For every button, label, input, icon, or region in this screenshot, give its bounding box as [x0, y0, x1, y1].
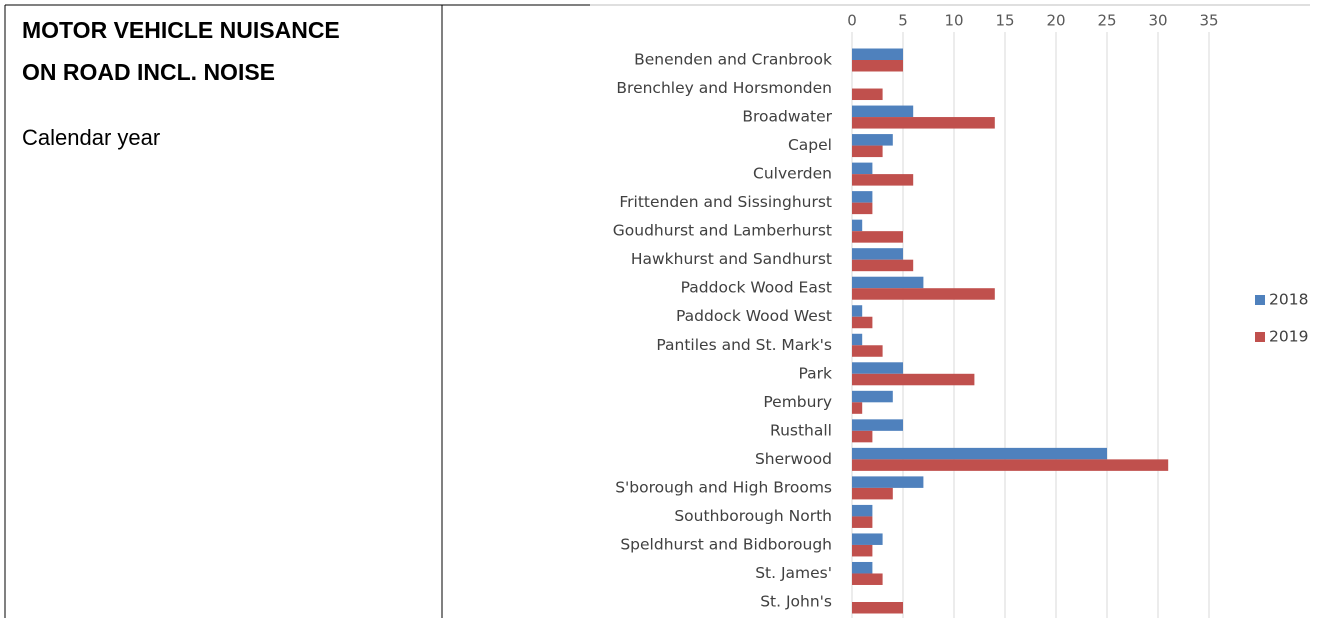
bar: [852, 316, 873, 329]
panel-title: ON ROAD INCL. NOISE: [22, 59, 275, 85]
y-tick-label: Paddock Wood East: [681, 279, 832, 297]
y-tick-label: S'borough and High Brooms: [615, 478, 832, 496]
bar: [852, 419, 903, 431]
x-tick-label: 25: [1097, 12, 1116, 30]
bar: [852, 145, 883, 158]
bar: [852, 174, 914, 186]
bar: [852, 573, 883, 585]
y-tick-label: Capel: [788, 136, 832, 154]
bar: [852, 430, 873, 443]
bar: [852, 276, 924, 289]
bar: [852, 288, 995, 300]
panel-subtitle: Calendar year: [22, 125, 160, 150]
legend-swatch: [1255, 295, 1265, 305]
y-tick-label: Culverden: [753, 165, 832, 183]
bar: [852, 333, 863, 346]
bar: [852, 561, 873, 574]
bar: [852, 602, 903, 614]
bar: [852, 202, 873, 215]
y-tick-label: Rusthall: [770, 421, 832, 439]
x-tick-label: 0: [847, 12, 857, 30]
bar: [852, 248, 903, 260]
bar: [852, 60, 903, 72]
bar: [852, 117, 995, 129]
legend-label: 2018: [1269, 291, 1308, 309]
y-tick-label: Frittenden and Sissinghurst: [619, 193, 832, 211]
y-tick-label: St. James': [755, 564, 832, 582]
bar: [852, 402, 863, 414]
bar: [852, 259, 914, 272]
bar: [852, 476, 924, 488]
y-tick-label: Pembury: [763, 393, 832, 411]
bar: [852, 134, 893, 146]
y-tick-label: St. John's: [760, 593, 832, 611]
bar: [852, 345, 883, 357]
bar: [852, 533, 883, 545]
bar: [852, 487, 893, 500]
bar: [852, 48, 903, 60]
bar: [852, 231, 903, 243]
y-tick-label: Southborough North: [674, 507, 832, 525]
bar: [852, 362, 903, 374]
bar: [852, 544, 873, 557]
bar: [852, 504, 873, 517]
bar: [852, 447, 1107, 460]
bar: [852, 88, 883, 101]
bar: [852, 219, 863, 232]
bar: [852, 191, 873, 203]
y-tick-label: Speldhurst and Bidborough: [620, 535, 832, 553]
bar: [852, 105, 914, 118]
y-tick-label: Brenchley and Horsmonden: [616, 79, 832, 97]
bar: [852, 305, 863, 317]
y-tick-label: Sherwood: [755, 450, 832, 468]
y-tick-label: Pantiles and St. Mark's: [656, 336, 832, 354]
x-tick-label: 5: [898, 12, 908, 30]
bar: [852, 373, 975, 386]
bar: [852, 162, 873, 175]
y-tick-label: Benenden and Cranbrook: [634, 51, 832, 69]
y-tick-label: Paddock Wood West: [676, 307, 832, 325]
x-tick-label: 30: [1148, 12, 1167, 30]
x-tick-label: 10: [944, 12, 963, 30]
panel-title: MOTOR VEHICLE NUISANCE: [22, 17, 340, 43]
legend-label: 2019: [1269, 328, 1308, 346]
y-tick-label: Goudhurst and Lamberhurst: [613, 222, 832, 240]
x-tick-label: 15: [995, 12, 1014, 30]
bar: [852, 516, 873, 528]
x-tick-label: 35: [1199, 12, 1218, 30]
y-tick-label: Hawkhurst and Sandhurst: [631, 250, 832, 268]
bar: [852, 390, 893, 403]
y-tick-label: Park: [799, 364, 833, 382]
x-tick-label: 20: [1046, 12, 1065, 30]
bar: [852, 459, 1169, 471]
legend-swatch: [1255, 332, 1265, 342]
y-tick-label: Broadwater: [742, 108, 832, 126]
